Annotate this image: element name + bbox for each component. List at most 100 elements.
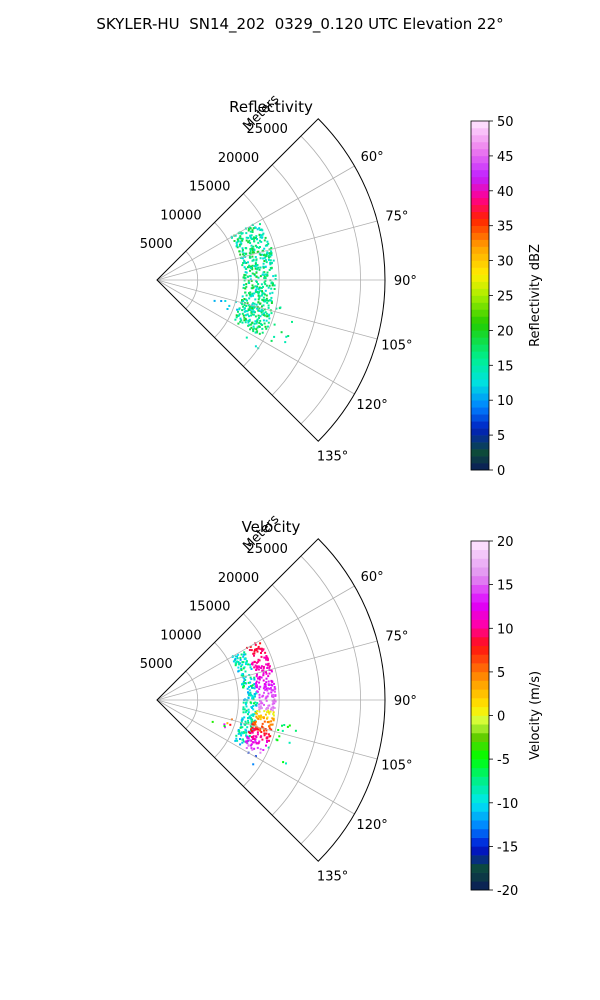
r-tick-label: 15000: [189, 600, 230, 615]
echo-region: [265, 306, 293, 344]
colorbar-level: [471, 267, 489, 275]
colorbar-level: [471, 127, 489, 136]
colorbar-tick-label: 20: [497, 324, 514, 339]
r-tick-label: 15000: [189, 180, 230, 195]
echo-region: [230, 223, 277, 335]
colorbar-level: [471, 767, 489, 777]
colorbar-level: [471, 253, 489, 261]
colorbar-level: [471, 190, 489, 199]
sector-frame: [156, 118, 386, 442]
colorbar-level: [471, 872, 489, 882]
r-tick-label: 5000: [140, 237, 173, 252]
colorbar-level: [471, 802, 489, 812]
colorbar-level: [471, 239, 489, 247]
colorbar-level: [471, 698, 489, 708]
theta-tick-label: 75°: [385, 630, 408, 645]
colorbar-level: [471, 232, 489, 240]
angular-grid-line: [156, 165, 355, 281]
colorbar-level: [471, 549, 489, 559]
colorbar-tick-label: 45: [497, 150, 514, 165]
echo-region: [244, 709, 275, 754]
colorbar-level: [471, 463, 489, 471]
colorbar-level: [471, 176, 489, 185]
theta-tick-label: 105°: [381, 758, 412, 773]
colorbar-level: [471, 141, 489, 150]
suptitle: SKYLER-HU SN14_202 0329_0.120 UTC Elevat…: [96, 15, 504, 33]
theta-tick-label: 60°: [361, 570, 384, 585]
echo-region: [211, 718, 233, 729]
colorbar-level: [471, 121, 489, 129]
colorbar-level: [471, 162, 489, 171]
colorbar-level: [471, 435, 489, 443]
colorbar-level: [471, 407, 489, 415]
colorbar-level: [471, 358, 489, 366]
velocity-colorbar: -20 -15 -10 -5 0 5 10 15 20 Velocity (m/s): [470, 535, 543, 899]
angular-grid-line: [156, 279, 378, 340]
colorbar-level: [471, 309, 489, 317]
theta-tick-label: 90°: [394, 274, 417, 289]
colorbar-tick-label: 30: [497, 255, 514, 270]
colorbar-level: [471, 204, 489, 213]
colorbar-level: [471, 881, 489, 891]
theta-tick-label: 60°: [361, 150, 384, 165]
colorbar-level: [471, 663, 489, 673]
angular-grid-line: [156, 699, 378, 760]
echo-field: [213, 223, 293, 350]
colorbar-level: [471, 281, 489, 289]
colorbar-level: [471, 794, 489, 804]
theta-tick-label: 75°: [385, 210, 408, 225]
colorbar-level: [471, 134, 489, 143]
colorbar-level: [471, 567, 489, 577]
colorbar-level: [471, 741, 489, 751]
colorbar-level: [471, 628, 489, 638]
colorbar-level: [471, 379, 489, 387]
colorbar-level: [471, 295, 489, 303]
theta-tick-label: 135°: [317, 450, 348, 465]
angular-grid-line: [156, 640, 378, 701]
colorbar-level: [471, 689, 489, 699]
colorbar-level: [471, 584, 489, 594]
colorbar-level: [471, 183, 489, 192]
colorbar-level: [471, 558, 489, 568]
theta-tick-label: 120°: [356, 818, 387, 833]
velocity-panel: Velocity 60° 75° 90° 105° 120° 135° 5000 10000 15…: [140, 512, 417, 885]
colorbar-level: [471, 225, 489, 233]
colorbar-level: [471, 351, 489, 359]
colorbar-tick-label: -20: [497, 884, 518, 899]
colorbar-tick-label: 10: [497, 622, 514, 637]
panel-title: Reflectivity: [229, 98, 313, 116]
colorbar-level: [471, 449, 489, 457]
echo-region: [213, 299, 239, 311]
r-tick-label: 20000: [218, 151, 259, 166]
colorbar-level: [471, 610, 489, 620]
colorbar-level: [471, 400, 489, 408]
theta-tick-label: 120°: [356, 398, 387, 413]
colorbar-level: [471, 785, 489, 795]
angular-grid-line: [156, 220, 378, 281]
colorbar-level: [471, 414, 489, 422]
colorbar-level: [471, 421, 489, 429]
colorbar-level: [471, 442, 489, 450]
colorbar-level: [471, 811, 489, 821]
colorbar-level: [471, 575, 489, 585]
colorbar-level: [471, 837, 489, 847]
reflectivity-panel: Reflectivity 60° 75° 90° 105° 120° 135° 5000 100…: [140, 92, 417, 465]
colorbar-level: [471, 155, 489, 164]
r-tick-label: 10000: [160, 628, 201, 643]
colorbar-level: [471, 636, 489, 647]
angular-grid-line: [156, 585, 355, 701]
colorbar-level: [471, 274, 489, 282]
colorbar-level: [471, 593, 489, 603]
colorbar-tick-label: -15: [497, 840, 518, 855]
colorbar-level: [471, 541, 489, 551]
echo-region: [247, 751, 257, 766]
colorbar-level: [471, 776, 489, 786]
colorbar-level: [471, 260, 489, 268]
colorbar-level: [471, 863, 489, 873]
colorbar-level: [471, 732, 489, 742]
colorbar-tick-label: 15: [497, 359, 514, 374]
colorbar-tick-label: 5: [497, 666, 505, 681]
colorbar-level: [471, 148, 489, 157]
colorbar-level: [471, 302, 489, 310]
